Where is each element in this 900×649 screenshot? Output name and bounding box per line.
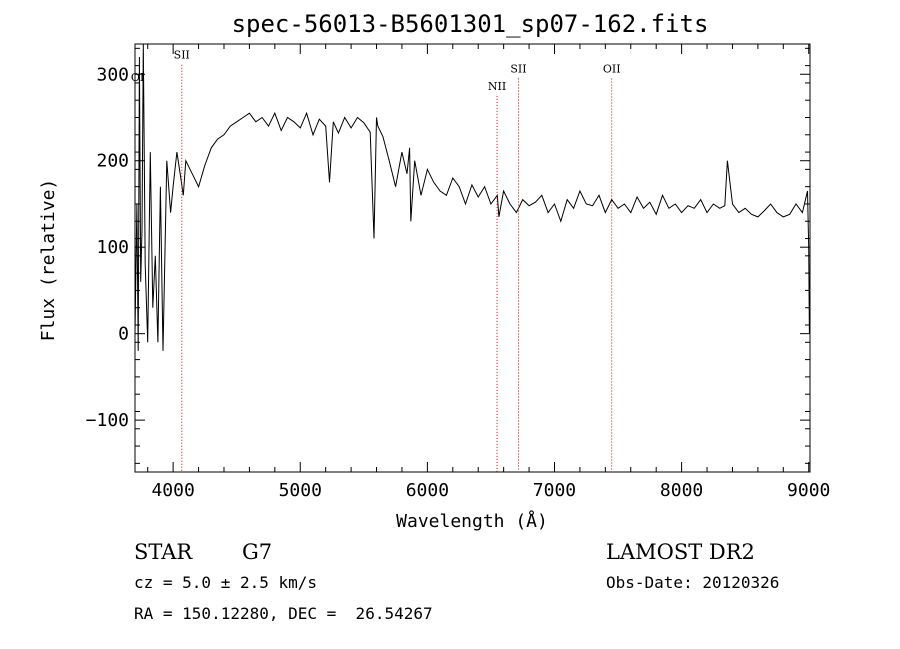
spectrum-chart: spec-56013-B5601301_sp07-162.fits OI SII N… (38, 10, 830, 532)
object-subclass: G7 (242, 540, 273, 564)
x-tick-label: 9000 (787, 480, 830, 501)
line-marker-label: OI (131, 71, 144, 84)
x-tick-label: 6000 (406, 480, 449, 501)
y-tick-label: −100 (86, 410, 129, 431)
y-tick-label: 0 (118, 324, 129, 345)
object-class: STAR (134, 540, 193, 564)
survey-name: LAMOST DR2 (606, 540, 755, 564)
x-tick-label: 4000 (151, 480, 194, 501)
plot-frame (134, 43, 811, 473)
x-tick-label: 5000 (279, 480, 322, 501)
y-tick-label: 100 (96, 237, 129, 258)
y-tick-label: 200 (96, 151, 129, 172)
redshift-text: cz = 5.0 ± 2.5 km/s (134, 573, 318, 592)
y-axis-label: Flux (relative) (38, 179, 59, 342)
line-marker-label: OII (603, 63, 621, 76)
line-marker-label: SII (174, 49, 190, 62)
coordinates-text: RA = 150.12280, DEC = 26.54267 (134, 604, 433, 623)
chart-title: spec-56013-B5601301_sp07-162.fits (232, 10, 709, 38)
observation-date: Obs-Date: 20120326 (606, 573, 780, 592)
line-marker-label: SII (510, 63, 526, 76)
x-tick-label: 8000 (660, 480, 703, 501)
x-axis-label: Wavelength (Å) (396, 510, 548, 532)
line-marker-label: NII (488, 80, 506, 93)
y-tick-label: 300 (96, 64, 129, 85)
x-tick-label: 7000 (533, 480, 576, 501)
spectrum-line (135, 44, 810, 351)
